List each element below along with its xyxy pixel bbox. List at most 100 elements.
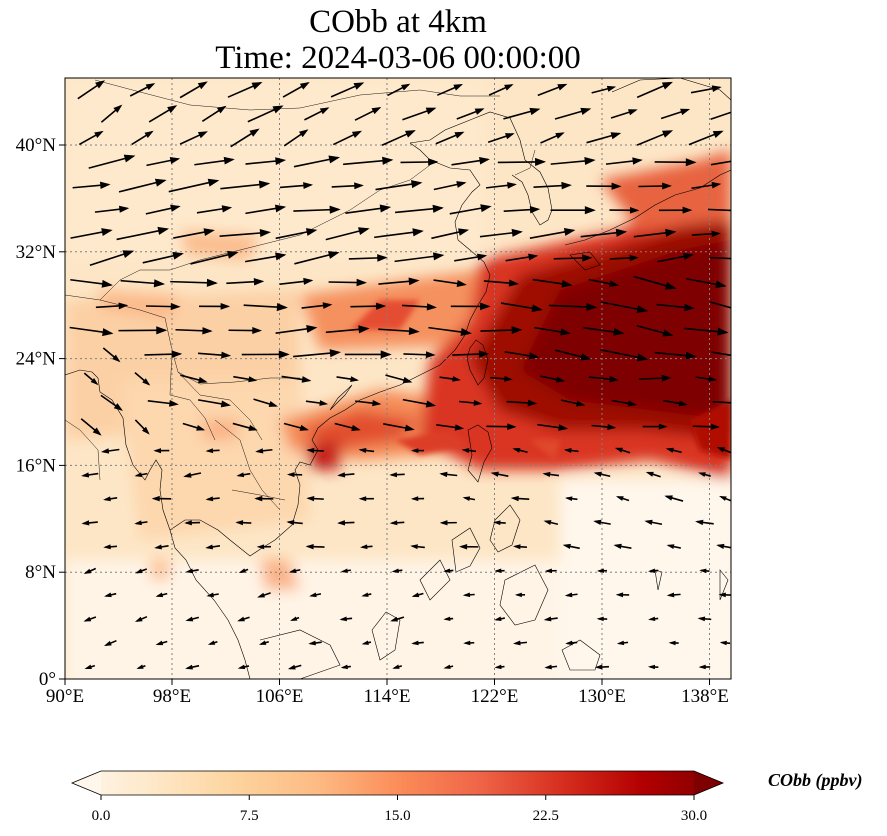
wind-arrow-head <box>615 592 624 598</box>
wind-arrow-head <box>606 85 617 92</box>
wind-arrow-head <box>584 156 596 166</box>
wind-arrow-head <box>303 277 314 285</box>
wind-arrow-head <box>220 400 232 408</box>
wind-arrow-head <box>432 204 444 213</box>
wind-arrow-head <box>719 495 727 501</box>
y-tick-label: 8°N <box>25 562 56 583</box>
wind-arrow-head <box>507 423 517 431</box>
wind-arrow-head <box>668 640 676 646</box>
wind-arrow-head <box>555 132 565 139</box>
wind-arrow-head <box>542 471 551 478</box>
wind-arrow-head <box>227 250 239 259</box>
wind-arrow-head <box>453 84 464 91</box>
wind-arrow-head <box>377 254 388 262</box>
x-tick-label: 130°E <box>578 686 626 707</box>
wind-arrow-head <box>712 130 724 139</box>
wind-arrow-head <box>616 640 625 646</box>
wind-arrow-head <box>306 495 315 502</box>
wind-arrow-head <box>248 424 258 431</box>
wind-arrow-head <box>358 447 367 453</box>
wind-arrow-head <box>153 448 162 454</box>
wind-arrow-head <box>303 182 314 190</box>
wind-arrow-head <box>443 616 451 622</box>
wind-arrow-head <box>290 616 298 621</box>
wind-arrow-head <box>308 640 316 646</box>
wind-arrow-head <box>358 496 367 502</box>
wind-arrow-head <box>408 277 420 286</box>
wind-arrow-head <box>259 228 271 238</box>
wind-arrow-head <box>636 305 649 314</box>
colorbar-label: CObb (ppbv) <box>768 770 863 790</box>
wind-arrow-head <box>611 182 622 190</box>
wind-arrow-head <box>216 105 227 114</box>
wind-arrow-head <box>169 400 179 407</box>
wind-arrow-head <box>389 520 398 526</box>
wind-arrow-head <box>154 178 167 187</box>
wind-arrow-head <box>512 447 521 453</box>
wind-arrow-head <box>557 83 568 91</box>
wind-arrow-head <box>425 400 437 408</box>
wind-arrow-head <box>275 157 287 165</box>
wind-arrow-head <box>135 568 143 574</box>
wind-arrow-head <box>337 520 346 526</box>
x-tick-label: 90°E <box>46 686 84 707</box>
wind-arrow-head <box>275 252 287 261</box>
wind-arrow-head <box>298 129 309 138</box>
y-tick-label: 32°N <box>16 242 57 263</box>
wind-arrow-head <box>408 327 420 336</box>
wind-arrow-head <box>511 228 523 237</box>
y-tick-label: 40°N <box>16 135 57 156</box>
wind-arrow-head <box>698 472 706 477</box>
wind-arrow-head <box>327 251 340 259</box>
wind-arrow-head <box>221 351 232 359</box>
wind-arrow-head <box>710 423 720 430</box>
wind-arrow-head <box>90 377 99 386</box>
wind-arrow-head <box>462 496 471 502</box>
wind-arrow-head <box>494 664 502 670</box>
wind-arrow-head <box>410 496 419 502</box>
wind-arrow-head <box>122 250 135 259</box>
wind-arrow-head <box>564 592 573 598</box>
wind-arrow-head <box>528 352 540 360</box>
wind-arrow-head <box>613 543 622 550</box>
wind-arrow-head <box>439 520 448 526</box>
wind-arrow-head <box>92 427 102 436</box>
wind-arrow-head <box>732 400 741 406</box>
wind-arrow-head <box>356 278 367 287</box>
colorbar-tick-label: 0.0 <box>92 808 111 824</box>
wind-arrow-head <box>628 109 638 116</box>
wind-arrow-head <box>167 105 178 114</box>
wind-arrow-head <box>95 80 106 89</box>
wind-arrow-head <box>236 472 245 478</box>
wind-arrow-head <box>683 252 694 261</box>
wind-arrow-head <box>580 353 592 361</box>
wind-arrow-head <box>305 228 318 236</box>
cobb-field <box>65 78 741 679</box>
wind-arrow-head <box>103 544 111 550</box>
wind-arrow-head <box>562 543 571 550</box>
wind-arrow-head <box>711 181 722 189</box>
wind-arrow-head <box>361 640 369 645</box>
wind-arrow-head <box>268 401 278 407</box>
wind-arrow-head <box>207 640 216 645</box>
wind-arrow-head <box>205 448 214 454</box>
wind-arrow-shaft <box>710 301 731 309</box>
wind-arrow-head <box>237 616 245 622</box>
wind-arrow-head <box>258 180 271 189</box>
wind-arrow-head <box>185 568 194 574</box>
wind-arrow-head <box>337 472 346 478</box>
wind-arrow-head <box>596 616 604 622</box>
wind-arrow-head <box>527 399 538 407</box>
wind-arrow-head <box>480 204 492 213</box>
wind-arrow-head <box>456 280 467 287</box>
wind-arrow-head <box>529 206 541 214</box>
wind-arrow-head <box>528 253 539 261</box>
wind-arrow-head <box>582 254 593 262</box>
wind-arrow-head <box>351 424 361 431</box>
wind-arrow-head <box>258 640 267 645</box>
wind-arrow-shaft <box>710 160 731 166</box>
wind-arrow-head <box>328 155 341 164</box>
wind-arrow-head <box>463 640 471 646</box>
wind-arrow-head <box>306 324 318 333</box>
wind-arrow-head <box>607 424 617 431</box>
